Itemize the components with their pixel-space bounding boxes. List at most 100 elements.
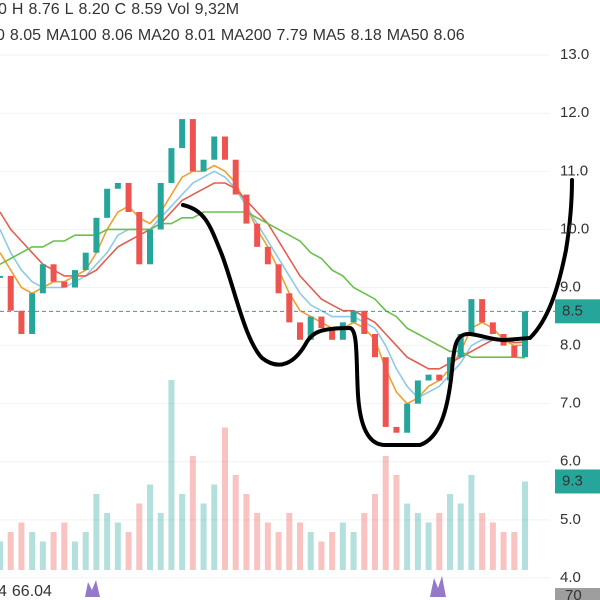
candle bbox=[307, 316, 314, 340]
candle bbox=[329, 328, 336, 340]
volume-bar bbox=[157, 513, 164, 570]
header-token: 8.05 bbox=[10, 27, 41, 44]
indicator-line: 4 66.04 bbox=[0, 583, 52, 600]
candle bbox=[179, 119, 186, 149]
volume-bar bbox=[243, 494, 250, 570]
candle bbox=[297, 322, 303, 340]
volume-bar bbox=[372, 494, 378, 570]
header-token: C bbox=[115, 1, 127, 18]
header-token: 8.20 bbox=[79, 1, 110, 18]
y-tick-label: 13.0 bbox=[560, 46, 589, 63]
header-token: 0 bbox=[0, 1, 7, 18]
header-token: MA100 bbox=[46, 27, 97, 44]
volume-bar bbox=[189, 456, 196, 570]
volume-bar bbox=[468, 475, 475, 570]
candle bbox=[350, 310, 357, 323]
header-token: 8.01 bbox=[185, 27, 216, 44]
volume-bar bbox=[500, 532, 507, 570]
header-token: 66.04 bbox=[12, 583, 52, 600]
candle bbox=[372, 333, 378, 358]
candle bbox=[243, 194, 250, 224]
volume-bar bbox=[222, 427, 228, 570]
volume-bar bbox=[339, 522, 346, 570]
volume-bar bbox=[264, 522, 271, 570]
header-line: 0 H 8.76 L 8.20 C 8.59 Vol 9,32M bbox=[0, 1, 239, 18]
candle bbox=[511, 345, 518, 358]
y-tick-label: 6.0 bbox=[560, 453, 581, 470]
moving-average-line bbox=[0, 182, 526, 370]
candle bbox=[61, 281, 68, 288]
candle bbox=[275, 264, 282, 294]
volume-bar bbox=[329, 532, 336, 570]
candle bbox=[468, 299, 475, 334]
volume-bar bbox=[479, 513, 486, 570]
moving-average-line bbox=[0, 170, 526, 399]
volume-bar bbox=[72, 541, 78, 570]
candle bbox=[254, 223, 261, 247]
candle bbox=[436, 374, 443, 381]
candle bbox=[339, 322, 346, 340]
volume-bar bbox=[18, 522, 25, 570]
header-token: Vol bbox=[167, 1, 189, 18]
volume-bar bbox=[414, 513, 421, 570]
candle bbox=[200, 159, 207, 172]
price-tag-box bbox=[555, 299, 600, 324]
header-token: MA20 bbox=[138, 27, 180, 44]
price-tag: 8.5 bbox=[562, 302, 583, 319]
candle bbox=[361, 310, 368, 334]
volume-bar bbox=[489, 522, 496, 570]
volume-bar bbox=[232, 475, 239, 570]
candle bbox=[104, 188, 111, 218]
candle bbox=[189, 119, 196, 172]
volume-bar bbox=[254, 513, 261, 570]
volume-bar bbox=[7, 532, 14, 570]
moving-average-line bbox=[0, 164, 526, 405]
volume-bar bbox=[136, 503, 143, 570]
candle bbox=[0, 275, 3, 278]
plot-area bbox=[0, 54, 555, 579]
volume-bar bbox=[297, 522, 303, 570]
candle bbox=[318, 316, 325, 329]
volume-bar bbox=[318, 541, 325, 570]
candle bbox=[222, 136, 228, 160]
header-token: 8.06 bbox=[434, 27, 465, 44]
header-token: 8.59 bbox=[131, 1, 162, 18]
volume-bar bbox=[382, 456, 389, 570]
candle bbox=[457, 333, 464, 358]
candle bbox=[425, 374, 432, 381]
candle bbox=[39, 264, 46, 294]
candle bbox=[114, 182, 121, 189]
candle bbox=[264, 246, 271, 265]
volume-bar bbox=[350, 532, 357, 570]
header-token: MA50 bbox=[387, 27, 429, 44]
candle bbox=[82, 252, 89, 271]
y-tick-label: 10.0 bbox=[560, 220, 589, 237]
header-token: 8.18 bbox=[351, 27, 382, 44]
y-tick-label: 12.0 bbox=[560, 104, 589, 121]
candle bbox=[447, 357, 453, 381]
candle bbox=[393, 426, 400, 433]
header-token: 9,32M bbox=[195, 1, 239, 18]
header-token: 4 bbox=[0, 583, 7, 600]
volume-bar bbox=[200, 503, 207, 570]
header-token: 8.76 bbox=[28, 1, 59, 18]
volume-tag: 9.3 bbox=[562, 472, 583, 489]
y-tick-label: 8.0 bbox=[560, 337, 581, 354]
volume-bar bbox=[104, 513, 111, 570]
volume-bar bbox=[361, 513, 368, 570]
y-tick-label: 7.0 bbox=[560, 395, 581, 412]
candle bbox=[522, 311, 528, 358]
y-tick-label: 4.0 bbox=[560, 569, 581, 586]
candle bbox=[382, 357, 389, 427]
header-token: 0 bbox=[0, 27, 5, 44]
legend-line: 0 8.05 MA100 8.06 MA20 8.01 MA200 7.79 MA5 8.18 MA… bbox=[0, 27, 465, 44]
header-token: MA200 bbox=[221, 27, 272, 44]
candle bbox=[125, 182, 132, 213]
volume-bar bbox=[147, 484, 153, 570]
volume-bar bbox=[522, 481, 528, 570]
y-tick-label: 5.0 bbox=[560, 511, 581, 528]
corner-tag: 70 bbox=[565, 587, 582, 600]
candle bbox=[50, 264, 57, 282]
